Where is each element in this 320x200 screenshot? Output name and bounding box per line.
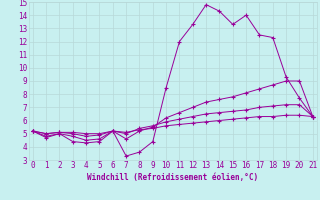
X-axis label: Windchill (Refroidissement éolien,°C): Windchill (Refroidissement éolien,°C) <box>87 173 258 182</box>
